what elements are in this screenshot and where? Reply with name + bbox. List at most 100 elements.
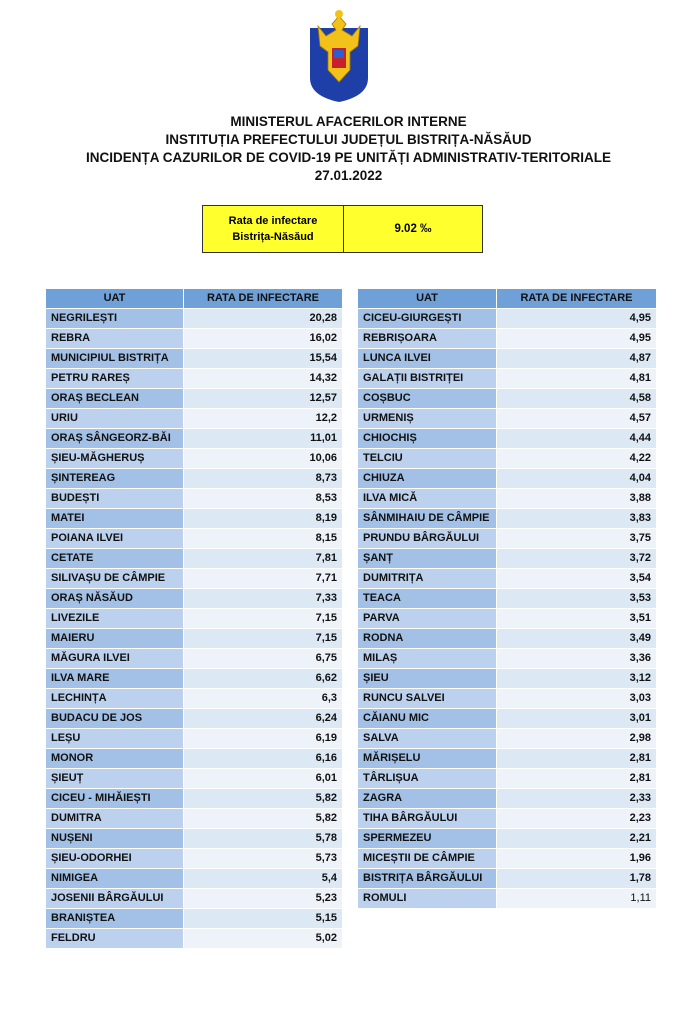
uat-name: MAIERU <box>45 628 184 649</box>
uat-name: NUȘENI <box>45 828 184 849</box>
infection-rate: 3,53 <box>496 588 657 609</box>
uat-name: POIANA ILVEI <box>45 528 184 549</box>
infection-rate: 4,58 <box>496 388 657 409</box>
header: MINISTERUL AFACERILOR INTERNE INSTITUȚIA… <box>0 113 697 185</box>
table-row: CĂIANU MIC 3,01 <box>357 708 657 729</box>
uat-name: LUNCA ILVEI <box>357 348 497 369</box>
uat-name: JOSENII BÂRGĂULUI <box>45 888 184 909</box>
infection-rate: 15,54 <box>183 348 343 369</box>
infection-rate: 5,78 <box>183 828 343 849</box>
infection-rate: 5,15 <box>183 908 343 929</box>
uat-name: ȘANȚ <box>357 548 497 569</box>
infection-rate: 6,24 <box>183 708 343 729</box>
table-row: MONOR 6,16 <box>45 748 343 769</box>
table-row: MĂGURA ILVEI 6,75 <box>45 648 343 669</box>
table-row: MUNICIPIUL BISTRIȚA 15,54 <box>45 348 343 369</box>
infection-rate: 12,2 <box>183 408 343 429</box>
infection-rate: 2,33 <box>496 788 657 809</box>
coat-of-arms <box>310 10 368 102</box>
infection-rate: 3,51 <box>496 608 657 629</box>
infection-rate: 7,71 <box>183 568 343 589</box>
table-row: DUMITRA 5,82 <box>45 808 343 829</box>
table-row: NIMIGEA 5,4 <box>45 868 343 889</box>
infection-rate: 8,53 <box>183 488 343 509</box>
uat-name: COȘBUC <box>357 388 497 409</box>
infection-rate: 2,81 <box>496 748 657 769</box>
table-row: SÂNMIHAIU DE CÂMPIE 3,83 <box>357 508 657 529</box>
header-line: MINISTERUL AFACERILOR INTERNE <box>230 114 467 129</box>
uat-name: RODNA <box>357 628 497 649</box>
uat-name: ILVA MICĂ <box>357 488 497 509</box>
column-header: UAT <box>357 288 497 309</box>
uat-name: ȘINTEREAG <box>45 468 184 489</box>
table-row: ORAȘ BECLEAN 12,57 <box>45 388 343 409</box>
uat-name: LEȘU <box>45 728 184 749</box>
infection-rate: 6,01 <box>183 768 343 789</box>
infection-rate: 11,01 <box>183 428 343 449</box>
table-row: CICEU - MIHĂIEȘTI 5,82 <box>45 788 343 809</box>
infection-rate: 5,73 <box>183 848 343 869</box>
table-row: POIANA ILVEI 8,15 <box>45 528 343 549</box>
infection-rate: 12,57 <box>183 388 343 409</box>
table-row: NEGRILEȘTI 20,28 <box>45 308 343 329</box>
table-row: ȘANȚ 3,72 <box>357 548 657 569</box>
uat-name: MĂGURA ILVEI <box>45 648 184 669</box>
infection-rate: 5,82 <box>183 808 343 829</box>
infection-rate: 5,82 <box>183 788 343 809</box>
table-row: REBRIȘOARA 4,95 <box>357 328 657 349</box>
table-row: TÂRLIȘUA 2,81 <box>357 768 657 789</box>
infection-rate: 3,72 <box>496 548 657 569</box>
infection-rate: 8,19 <box>183 508 343 529</box>
uat-name: MICEȘTII DE CÂMPIE <box>357 848 497 869</box>
infection-rate: 4,81 <box>496 368 657 389</box>
uat-name: CĂIANU MIC <box>357 708 497 729</box>
infection-rate: 4,44 <box>496 428 657 449</box>
infection-rate: 7,15 <box>183 608 343 629</box>
table-row: CETATE 7,81 <box>45 548 343 569</box>
column-header: RATA DE INFECTARE <box>496 288 657 309</box>
table-row: LIVEZILE 7,15 <box>45 608 343 629</box>
infection-rate: 8,73 <box>183 468 343 489</box>
uat-name: SALVA <box>357 728 497 749</box>
infection-rate: 7,81 <box>183 548 343 569</box>
uat-name: ORAȘ SÂNGEORZ-BĂI <box>45 428 184 449</box>
table-row: REBRA 16,02 <box>45 328 343 349</box>
uat-name: FELDRU <box>45 928 184 949</box>
header-row: UAT RATA DE INFECTARE <box>45 288 343 309</box>
infection-rate: 20,28 <box>183 308 343 329</box>
table-row: RUNCU SALVEI 3,03 <box>357 688 657 709</box>
uat-name: DUMITRIȚA <box>357 568 497 589</box>
infection-rate: 10,06 <box>183 448 343 469</box>
table-row: ORAȘ SÂNGEORZ-BĂI 11,01 <box>45 428 343 449</box>
uat-name: SPERMEZEU <box>357 828 497 849</box>
table-row: JOSENII BÂRGĂULUI 5,23 <box>45 888 343 909</box>
table-row: CHIOCHIȘ 4,44 <box>357 428 657 449</box>
infection-rate: 3,54 <box>496 568 657 589</box>
uat-name: MATEI <box>45 508 184 529</box>
table-row: MATEI 8,19 <box>45 508 343 529</box>
table-row: ȘIEUȚ 6,01 <box>45 768 343 789</box>
table-row: LUNCA ILVEI 4,87 <box>357 348 657 369</box>
uat-name: ILVA MARE <box>45 668 184 689</box>
uat-name: URIU <box>45 408 184 429</box>
table-row: ȘINTEREAG 8,73 <box>45 468 343 489</box>
table-row: BISTRIȚA BÂRGĂULUI 1,78 <box>357 868 657 889</box>
uat-name: SÂNMIHAIU DE CÂMPIE <box>357 508 497 529</box>
uat-name: ȘIEUȚ <box>45 768 184 789</box>
table-row: PETRU RAREȘ 14,32 <box>45 368 343 389</box>
table-row: SPERMEZEU 2,21 <box>357 828 657 849</box>
uat-name: MILAȘ <box>357 648 497 669</box>
table-row: MICEȘTII DE CÂMPIE 1,96 <box>357 848 657 869</box>
infection-rate: 3,12 <box>496 668 657 689</box>
table-row: PRUNDU BÂRGĂULUI 3,75 <box>357 528 657 549</box>
column-header: RATA DE INFECTARE <box>183 288 343 309</box>
uat-name: CETATE <box>45 548 184 569</box>
table-row: URIU 12,2 <box>45 408 343 429</box>
infection-rate: 6,75 <box>183 648 343 669</box>
summary-box: Rata de infectare Bistrița-Năsăud 9.02 ‰ <box>202 205 483 253</box>
table-row: CICEU-GIURGEȘTI 4,95 <box>357 308 657 329</box>
table-row: TELCIU 4,22 <box>357 448 657 469</box>
rates-table: UAT RATA DE INFECTARE CICEU-GIURGEȘTI 4,95 R… <box>357 288 657 909</box>
uat-name: SILIVAȘU DE CÂMPIE <box>45 568 184 589</box>
